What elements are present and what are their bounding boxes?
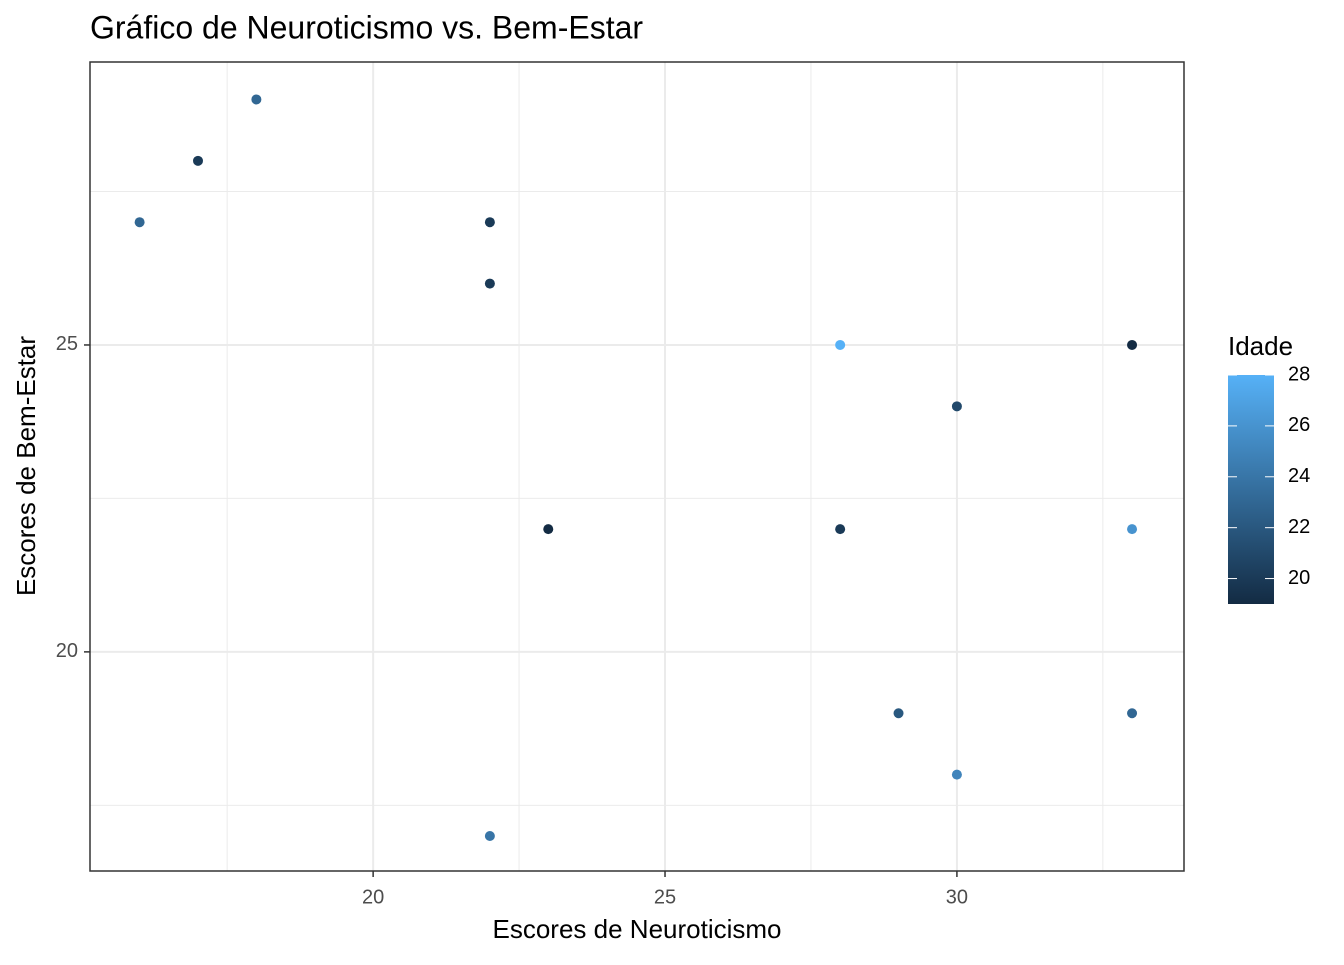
x-axis-title: Escores de Neuroticismo — [493, 914, 782, 944]
point — [835, 339, 846, 350]
chart-title: Gráfico de Neuroticismo vs. Bem-Estar — [90, 9, 643, 45]
x-tick-label: 25 — [654, 886, 676, 908]
y-axis-title: Escores de Bem-Estar — [11, 336, 41, 596]
colorbar-label: 26 — [1288, 414, 1310, 436]
colorbar-label: 22 — [1288, 516, 1310, 538]
point — [951, 401, 962, 412]
legend-title: Idade — [1228, 331, 1293, 361]
point — [134, 217, 145, 228]
colorbar-label: 24 — [1288, 465, 1310, 487]
point — [484, 831, 495, 842]
point — [192, 155, 203, 166]
y-tick-label: 25 — [56, 333, 78, 355]
point — [1127, 524, 1138, 535]
point — [484, 217, 495, 228]
point — [1127, 708, 1138, 719]
colorbar-label: 28 — [1288, 363, 1310, 385]
plot-border — [89, 61, 1185, 872]
y-tick-label: 20 — [56, 640, 78, 662]
point — [951, 769, 962, 780]
point — [543, 524, 554, 535]
x-tick-label: 30 — [946, 886, 968, 908]
colorbar-label: 20 — [1288, 567, 1310, 589]
colorbar — [1228, 375, 1274, 604]
point — [835, 524, 846, 535]
point — [251, 94, 262, 105]
point — [1127, 339, 1138, 350]
plot-background — [90, 62, 1184, 871]
x-tick-label: 20 — [362, 886, 384, 908]
point — [893, 708, 904, 719]
point — [484, 278, 495, 289]
